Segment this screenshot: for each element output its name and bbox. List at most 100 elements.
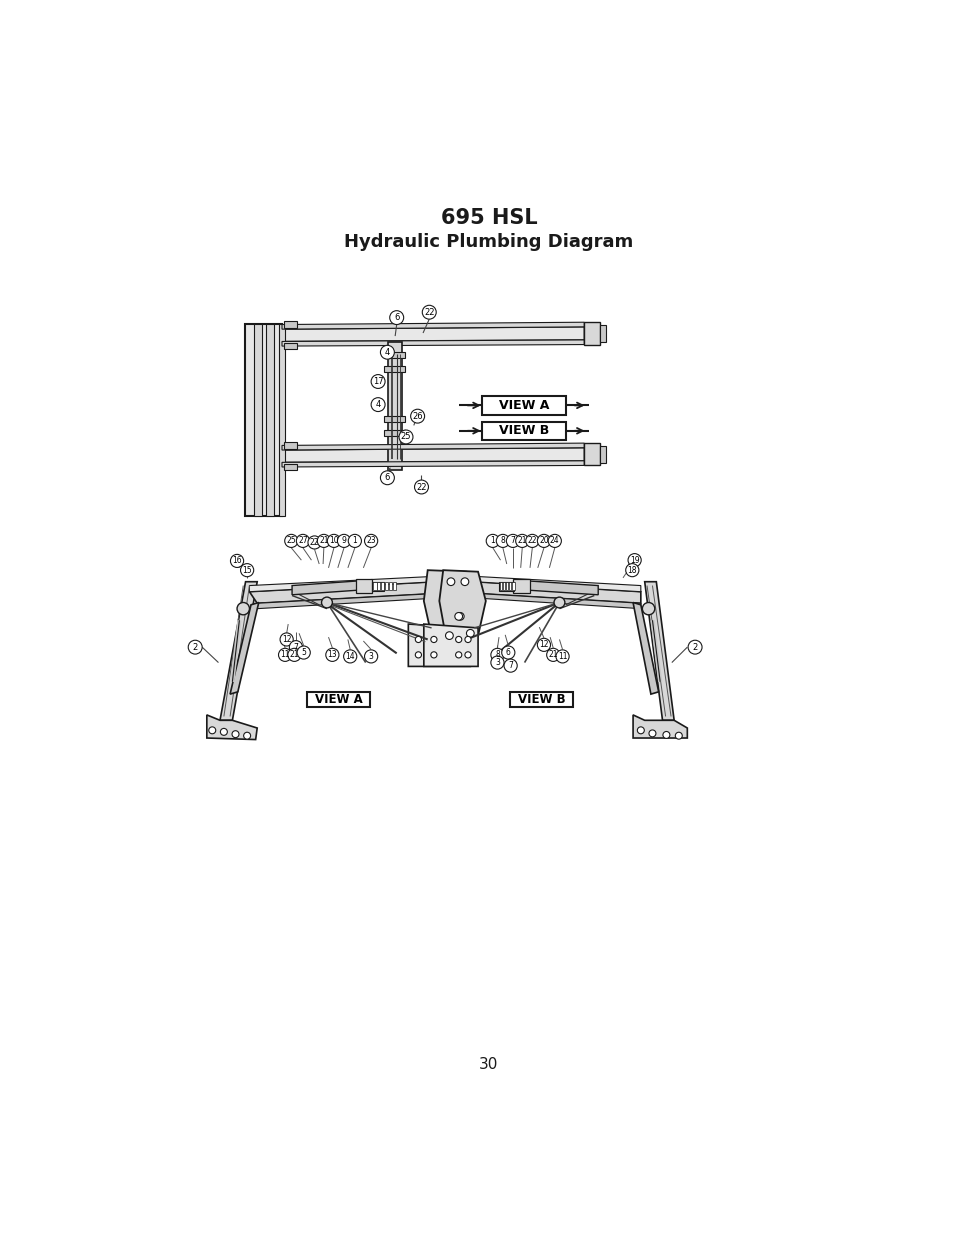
Text: 23: 23 bbox=[366, 536, 375, 546]
Circle shape bbox=[364, 535, 377, 547]
Text: 18: 18 bbox=[627, 566, 637, 574]
Text: VIEW A: VIEW A bbox=[498, 399, 548, 412]
Bar bbox=[383, 366, 405, 372]
Text: VIEW A: VIEW A bbox=[314, 693, 362, 706]
Circle shape bbox=[348, 535, 361, 547]
Circle shape bbox=[415, 480, 428, 494]
Bar bbox=[583, 322, 599, 345]
Bar bbox=[481, 421, 565, 440]
Bar bbox=[377, 583, 380, 590]
Circle shape bbox=[415, 652, 421, 658]
Circle shape bbox=[506, 535, 519, 547]
Circle shape bbox=[456, 652, 461, 658]
Circle shape bbox=[491, 656, 503, 669]
Circle shape bbox=[284, 535, 297, 547]
Circle shape bbox=[464, 636, 471, 642]
Text: 16: 16 bbox=[232, 557, 242, 566]
Text: 8: 8 bbox=[500, 536, 505, 546]
Circle shape bbox=[321, 597, 332, 608]
Polygon shape bbox=[423, 624, 477, 667]
Text: 25: 25 bbox=[286, 536, 295, 546]
Circle shape bbox=[209, 727, 215, 734]
Circle shape bbox=[464, 652, 471, 658]
Polygon shape bbox=[644, 582, 674, 720]
Text: 22: 22 bbox=[310, 538, 319, 547]
Text: 4: 4 bbox=[375, 400, 380, 409]
Bar bbox=[499, 583, 501, 590]
Circle shape bbox=[308, 536, 321, 550]
Text: 6: 6 bbox=[505, 648, 510, 657]
Text: 26: 26 bbox=[412, 411, 422, 421]
Circle shape bbox=[317, 535, 330, 547]
Polygon shape bbox=[230, 603, 258, 694]
Polygon shape bbox=[474, 577, 640, 592]
Bar bbox=[385, 583, 388, 590]
Text: 8: 8 bbox=[495, 651, 499, 659]
Bar bbox=[245, 324, 282, 516]
Circle shape bbox=[280, 632, 293, 646]
Bar bbox=[381, 583, 384, 590]
Circle shape bbox=[240, 563, 253, 577]
Polygon shape bbox=[249, 582, 439, 603]
Circle shape bbox=[486, 535, 498, 547]
Text: VIEW B: VIEW B bbox=[498, 425, 548, 437]
Circle shape bbox=[537, 638, 550, 651]
Circle shape bbox=[625, 563, 639, 577]
Polygon shape bbox=[257, 593, 439, 609]
Bar bbox=[481, 396, 565, 415]
Circle shape bbox=[231, 555, 243, 567]
Polygon shape bbox=[292, 580, 357, 595]
Circle shape bbox=[460, 578, 468, 585]
Circle shape bbox=[296, 535, 309, 547]
Circle shape bbox=[398, 430, 413, 443]
Bar bbox=[513, 579, 530, 593]
Circle shape bbox=[371, 398, 385, 411]
Bar bbox=[283, 343, 297, 350]
Bar bbox=[599, 446, 605, 463]
Circle shape bbox=[687, 640, 701, 655]
Bar bbox=[509, 583, 511, 590]
Bar bbox=[502, 583, 505, 590]
Circle shape bbox=[503, 659, 517, 672]
Circle shape bbox=[220, 729, 227, 735]
Circle shape bbox=[390, 311, 403, 325]
Text: 19: 19 bbox=[629, 556, 639, 564]
Circle shape bbox=[422, 305, 436, 319]
Polygon shape bbox=[474, 593, 640, 609]
Text: 13: 13 bbox=[327, 651, 336, 659]
Circle shape bbox=[380, 346, 394, 359]
Circle shape bbox=[371, 374, 385, 389]
Circle shape bbox=[325, 648, 338, 662]
Text: 6: 6 bbox=[384, 473, 390, 482]
Text: 21: 21 bbox=[517, 536, 526, 546]
Bar bbox=[512, 583, 514, 590]
Circle shape bbox=[556, 650, 569, 663]
Circle shape bbox=[278, 648, 292, 662]
Bar bbox=[509, 692, 573, 708]
Circle shape bbox=[525, 535, 538, 547]
Bar bbox=[583, 443, 599, 466]
Polygon shape bbox=[282, 327, 583, 341]
Text: 1: 1 bbox=[352, 536, 356, 546]
Text: 9: 9 bbox=[341, 536, 346, 546]
Circle shape bbox=[343, 650, 356, 663]
Circle shape bbox=[496, 535, 509, 547]
Bar bbox=[389, 583, 392, 590]
Polygon shape bbox=[282, 448, 583, 462]
Circle shape bbox=[364, 650, 377, 663]
Polygon shape bbox=[249, 577, 435, 592]
Text: 12: 12 bbox=[538, 641, 548, 650]
Polygon shape bbox=[633, 603, 658, 694]
Circle shape bbox=[415, 636, 421, 642]
Circle shape bbox=[188, 640, 202, 655]
Circle shape bbox=[296, 646, 310, 659]
Text: 11: 11 bbox=[558, 652, 567, 661]
Circle shape bbox=[641, 603, 654, 615]
Circle shape bbox=[637, 727, 643, 734]
Polygon shape bbox=[282, 322, 583, 330]
Bar bbox=[599, 325, 605, 342]
Text: 5: 5 bbox=[301, 648, 306, 657]
Circle shape bbox=[516, 535, 528, 547]
Text: 6: 6 bbox=[394, 314, 399, 322]
Bar bbox=[383, 352, 405, 358]
